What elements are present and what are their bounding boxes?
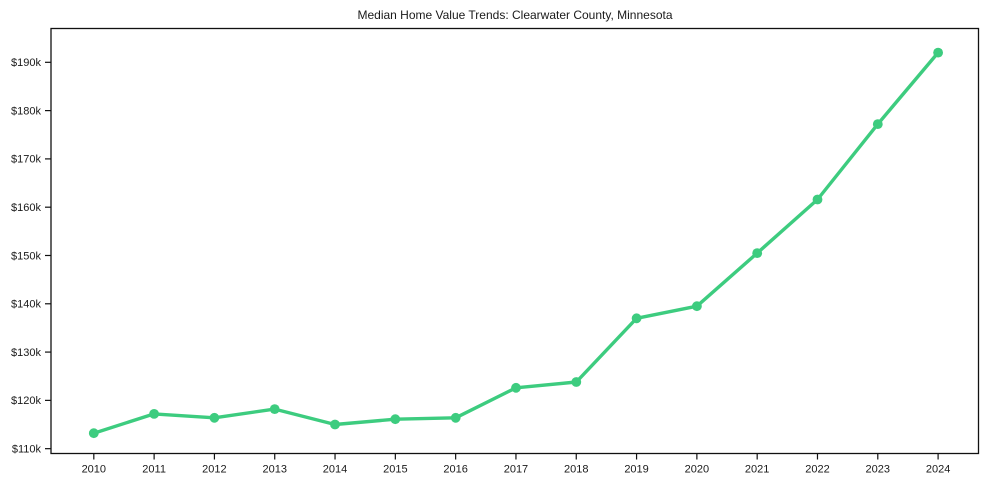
x-tick-label: 2014 <box>323 464 347 476</box>
x-tick-label: 2022 <box>805 464 829 476</box>
data-point-2022 <box>812 194 823 205</box>
data-point-2011 <box>149 409 160 419</box>
x-tick-label: 2010 <box>82 464 106 476</box>
data-point-2016 <box>450 412 461 423</box>
y-tick-label: $170k <box>11 154 41 166</box>
chart-title: Median Home Value Trends: Clearwater Cou… <box>357 8 673 22</box>
y-tick-label: $160k <box>11 202 41 214</box>
x-axis: 2010 2011 2012 2013 2014 2015 2016 2017 2018 2019… <box>82 453 950 476</box>
x-tick-label: 2013 <box>262 464 286 476</box>
x-tick-label: 2012 <box>202 464 226 476</box>
trend-line <box>92 50 940 435</box>
y-axis: $110k $120k $130k $140k $150k $160k $170k $180k… <box>11 57 51 455</box>
data-point-2014 <box>330 419 340 430</box>
plot-border <box>50 27 980 455</box>
data-point-2012 <box>209 412 220 423</box>
x-tick-label: 2019 <box>624 464 648 476</box>
y-tick-label: $190k <box>11 57 41 69</box>
y-tick-label: $130k <box>11 347 41 359</box>
x-tick-label: 2023 <box>866 464 890 476</box>
x-tick-label: 2020 <box>685 464 709 476</box>
data-point-2024 <box>933 47 943 58</box>
data-point-2017 <box>511 382 521 393</box>
data-point-2021 <box>752 248 763 258</box>
data-point-2015 <box>390 414 401 425</box>
x-tick-label: 2016 <box>443 464 467 476</box>
data-point-2023 <box>872 119 883 129</box>
y-tick-label: $150k <box>11 250 41 262</box>
data-point-2013 <box>269 404 280 414</box>
y-tick-label: $180k <box>11 105 41 117</box>
x-tick-label: 2017 <box>504 464 528 476</box>
y-tick-label: $140k <box>11 299 41 311</box>
data-point-2020 <box>692 301 702 312</box>
y-tick-label: $120k <box>11 395 41 407</box>
x-tick-label: 2011 <box>142 464 166 476</box>
data-point-2010 <box>88 428 99 439</box>
data-point-2019 <box>631 313 642 324</box>
x-tick-label: 2021 <box>745 464 769 476</box>
y-tick-label: $110k <box>12 443 42 455</box>
data-point-2018 <box>571 377 582 387</box>
x-tick-label: 2015 <box>383 464 407 476</box>
x-tick-label: 2024 <box>926 464 950 476</box>
x-tick-label: 2018 <box>564 464 588 476</box>
